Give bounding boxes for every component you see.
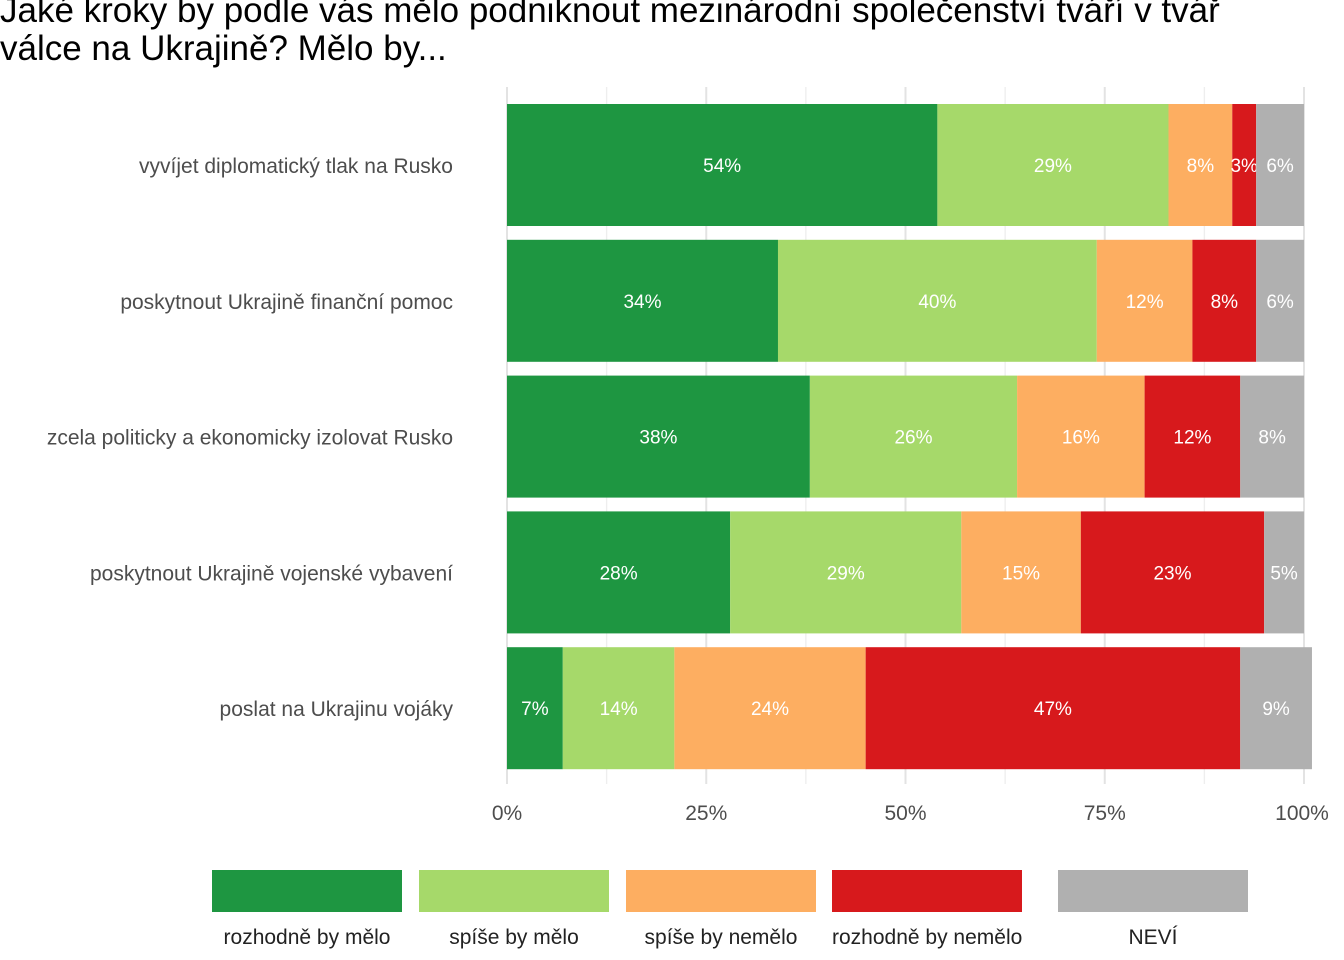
bar-segment (507, 239, 778, 362)
data-label: 29% (827, 563, 865, 584)
x-tick-label: 50% (884, 802, 926, 825)
bar-segment (961, 511, 1081, 634)
bar-segment (1240, 647, 1312, 770)
data-label: 34% (623, 292, 661, 313)
bar-segment (1264, 511, 1304, 634)
bar-segment (1096, 239, 1193, 362)
bar-segment (1144, 375, 1241, 498)
bar-segment (809, 375, 1018, 498)
data-label: 28% (600, 563, 638, 584)
legend-swatch (832, 870, 1022, 912)
legend: rozhodně by mělo spíše by mělo spíše by ne… (0, 860, 1344, 960)
category-label: poskytnout Ukrajině finanční pomoc (120, 291, 453, 314)
legend-swatch (1058, 870, 1248, 912)
bar-segment (1017, 375, 1145, 498)
data-label: 7% (521, 699, 549, 720)
bar-segment (507, 647, 563, 770)
bar-segment (1256, 104, 1304, 226)
x-tick-label: 75% (1084, 802, 1126, 825)
data-label: 15% (1002, 563, 1040, 584)
bar-segment (730, 511, 962, 634)
bar-segment (1192, 239, 1257, 362)
legend-label: NEVÍ (1128, 926, 1178, 949)
data-label: 9% (1262, 699, 1290, 720)
bar-segment (1256, 239, 1304, 362)
category-label: zcela politicky a ekonomicky izolovat Ru… (47, 427, 453, 450)
bar-segment (1232, 104, 1257, 226)
bar-segment (674, 647, 866, 770)
legend-item: NEVÍ (1058, 870, 1248, 950)
data-label: 8% (1211, 292, 1239, 313)
data-label: 5% (1270, 563, 1298, 584)
data-label: 3% (1230, 156, 1258, 177)
x-tick-label: 100% (1275, 802, 1329, 825)
bar-segment (507, 104, 938, 226)
data-label: 16% (1062, 428, 1100, 449)
legend-item: rozhodně by nemělo (832, 870, 1022, 950)
x-tick-label: 25% (685, 802, 727, 825)
data-label: 38% (639, 428, 677, 449)
bar-segment (1080, 511, 1265, 634)
legend-label: spíše by mělo (449, 926, 579, 949)
bar-segment (865, 647, 1241, 770)
data-label: 54% (703, 156, 741, 177)
legend-swatch (419, 870, 609, 912)
bar-chart: 54% 29% 8% 3% 6% 34% 40% 12% 8% 6% 38% 26% 16% 12% 8% 2… (47, 87, 1329, 825)
legend-label: spíše by nemělo (644, 926, 798, 949)
bars: 54% 29% 8% 3% 6% 34% 40% 12% 8% 6% 38% 26% 16% 12% 8% 2… (507, 104, 1312, 770)
data-label: 40% (918, 292, 956, 313)
data-label: 24% (751, 699, 789, 720)
legend-label: rozhodně by nemělo (832, 926, 1023, 949)
legend-swatch (626, 870, 816, 912)
x-tick-label: 0% (492, 802, 522, 825)
category-label: poskytnout Ukrajině vojenské vybavení (90, 562, 453, 585)
bar-segment (507, 375, 810, 498)
data-label: 47% (1034, 699, 1072, 720)
data-label: 12% (1173, 428, 1211, 449)
legend-swatch (212, 870, 402, 912)
data-label: 14% (600, 699, 638, 720)
data-label: 23% (1153, 563, 1191, 584)
bar-segment (777, 239, 1097, 362)
legend-label: rozhodně by mělo (223, 926, 391, 949)
data-label: 6% (1266, 156, 1294, 177)
bar-segment (1240, 375, 1304, 498)
data-label: 29% (1034, 156, 1072, 177)
chart-title: Jaké kroky by podle vás mělo podniknout … (0, 0, 1220, 68)
bar-segment (1168, 104, 1233, 226)
data-label: 12% (1126, 292, 1164, 313)
data-label: 6% (1266, 292, 1294, 313)
bar-segment (507, 511, 731, 634)
legend-item: spíše by mělo (419, 870, 609, 950)
data-label: 8% (1187, 156, 1215, 177)
category-label: poslat na Ukrajinu vojáky (220, 698, 454, 721)
legend-item: rozhodně by mělo (212, 870, 402, 950)
data-label: 8% (1258, 428, 1286, 449)
data-label: 26% (894, 428, 932, 449)
bar-segment (562, 647, 675, 770)
legend-item: spíše by nemělo (626, 870, 816, 950)
bar-segment (937, 104, 1169, 226)
category-label: vyvíjet diplomatický tlak na Rusko (139, 155, 453, 178)
